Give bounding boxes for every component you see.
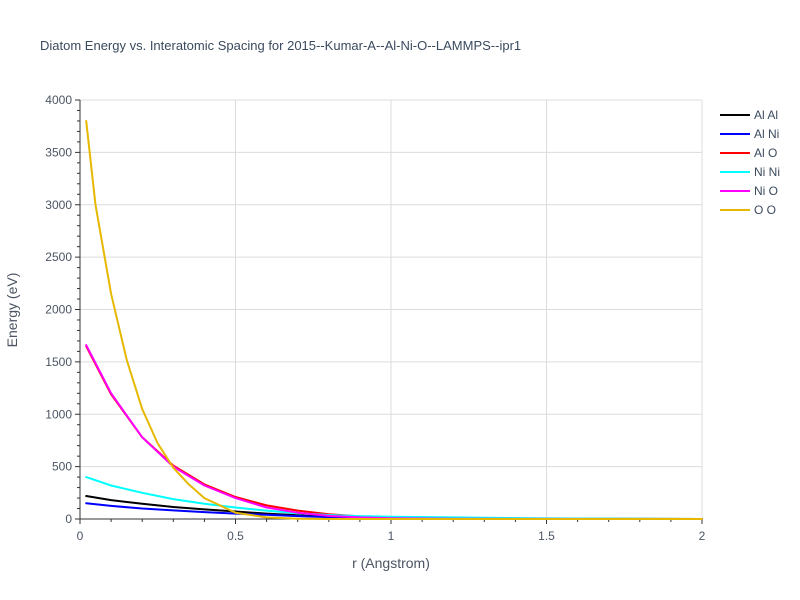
legend-item-o-o[interactable]: O O <box>720 203 776 217</box>
y-tick-label: 3000 <box>45 198 72 212</box>
legend-label: Ni O <box>754 184 778 198</box>
legend-label: Ni Ni <box>754 165 780 179</box>
legend-label: Al O <box>754 146 777 160</box>
series-line-o-o <box>85 120 703 520</box>
chart-title: Diatom Energy vs. Interatomic Spacing fo… <box>40 38 521 53</box>
x-tick-label: 0 <box>77 529 84 543</box>
x-tick-label: 1.5 <box>538 529 555 543</box>
series-line-ni-o <box>85 344 703 520</box>
legend-label: Al Ni <box>754 127 779 141</box>
y-tick-label: 1500 <box>45 355 72 369</box>
y-tick-label: 0 <box>65 512 72 526</box>
y-axis-title: Energy (eV) <box>4 273 20 348</box>
y-tick-label: 3500 <box>45 145 72 159</box>
series-lines <box>85 120 703 520</box>
legend[interactable]: Al Al Al Ni Al O Ni Ni Ni O O O <box>720 108 780 217</box>
legend-label: O O <box>754 203 776 217</box>
series-line-ni-ni <box>85 476 703 520</box>
y-tick-label: 500 <box>52 460 72 474</box>
x-tick-label: 0.5 <box>227 529 244 543</box>
x-axis-title: r (Angstrom) <box>352 555 430 571</box>
legend-item-ni-ni[interactable]: Ni Ni <box>720 165 780 179</box>
grid <box>80 99 703 519</box>
legend-item-al-al[interactable]: Al Al <box>720 108 778 122</box>
x-tick-label: 1 <box>388 529 395 543</box>
legend-item-ni-o[interactable]: Ni O <box>720 184 778 198</box>
series-line-al-o <box>85 345 703 520</box>
y-tick-label: 1000 <box>45 407 72 421</box>
y-tick-label: 2000 <box>45 303 72 317</box>
legend-item-al-ni[interactable]: Al Ni <box>720 127 779 141</box>
x-tick-label: 2 <box>699 529 706 543</box>
legend-label: Al Al <box>754 108 778 122</box>
axes: 0 500 1000 1500 2000 2500 3000 3500 4000 0 0.5 1 1.5… <box>45 93 705 543</box>
legend-item-al-o[interactable]: Al O <box>720 146 777 160</box>
y-tick-label: 4000 <box>45 93 72 107</box>
y-tick-label: 2500 <box>45 250 72 264</box>
